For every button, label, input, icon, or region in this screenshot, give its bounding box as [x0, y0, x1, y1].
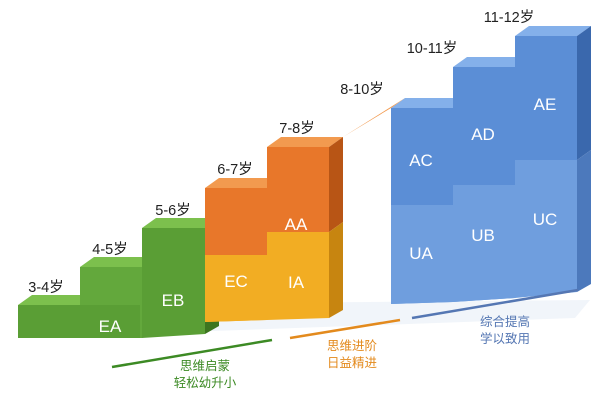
step-ec-front: [142, 228, 205, 338]
step-ab-ib: [267, 137, 343, 320]
age-label-6-7: 6-7岁: [217, 161, 252, 178]
step-ab-top: [267, 137, 343, 147]
level-ab: AB: [348, 181, 371, 200]
level-ad: AD: [471, 125, 495, 144]
age-label-5-6: 5-6岁: [155, 202, 190, 219]
step-uc-side: [577, 150, 591, 292]
step-ea-front-full: [18, 305, 80, 338]
step-aa-top: [205, 178, 281, 188]
step-ib-side: [329, 222, 343, 318]
level-ib: IB: [351, 260, 367, 279]
age-label-10-11: 10-11岁: [407, 40, 458, 57]
step-uc-front: [515, 160, 577, 298]
step-ua-front-overlay: [391, 205, 453, 304]
step-ac-top: [391, 98, 467, 108]
level-ea: EA: [99, 317, 122, 336]
step-ab-side: [329, 137, 343, 232]
level-aa: AA: [285, 215, 308, 234]
step-ea-top: [18, 295, 94, 305]
step-aa-front-overlay: [205, 188, 267, 255]
level-ae: AE: [534, 95, 557, 114]
age-label-11-12: 11-12岁: [484, 9, 535, 26]
stage-caption-1-line2: 轻松幼升小: [174, 376, 237, 390]
stage-line-orange: [289, 318, 401, 340]
step-ae-front: [515, 36, 577, 160]
age-label-3-4: 3-4岁: [28, 279, 63, 296]
stage-caption-3-line1: 综合提高: [480, 314, 530, 329]
step-ib-front: [267, 232, 329, 320]
step-ad-top: [453, 57, 529, 67]
age-label-8-10: 8-10岁: [340, 81, 384, 98]
step-ae-side: [577, 26, 591, 160]
step-ub-front-overlay: [453, 185, 515, 302]
step-ec-top: [142, 218, 219, 228]
step-ea-front-right: [80, 305, 140, 338]
stage-caption-1-line1: 思维启蒙: [180, 359, 230, 373]
step-ia-front-overlay: [205, 255, 267, 322]
level-ub: UB: [471, 226, 495, 245]
stage-line-blue: [411, 288, 579, 320]
step-eb-top: [80, 257, 156, 267]
stage-line-green: [111, 338, 273, 369]
level-ac: AC: [409, 151, 433, 170]
stage-caption-3-line2: 学以致用: [480, 331, 530, 346]
age-label-7-8: 7-8岁: [279, 120, 314, 137]
step-ae-uc: [515, 26, 591, 298]
level-ua: UA: [409, 244, 433, 263]
step-ae-top: [515, 26, 591, 36]
stage-caption-2-line1: 思维进阶: [327, 339, 378, 353]
level-ec: EC: [224, 272, 248, 291]
step-ad-front-overlay: [453, 67, 515, 185]
step-ac-front-overlay: [391, 108, 453, 205]
step-ab-gap-top: [343, 98, 405, 137]
level-ia: IA: [288, 273, 305, 292]
level-eb: EB: [162, 291, 185, 310]
age-label-4-5: 4-5岁: [92, 241, 127, 258]
level-uc: UC: [533, 210, 558, 229]
stage-caption-2-line2: 日益精进: [327, 356, 378, 370]
step-ab-front: [267, 147, 329, 232]
